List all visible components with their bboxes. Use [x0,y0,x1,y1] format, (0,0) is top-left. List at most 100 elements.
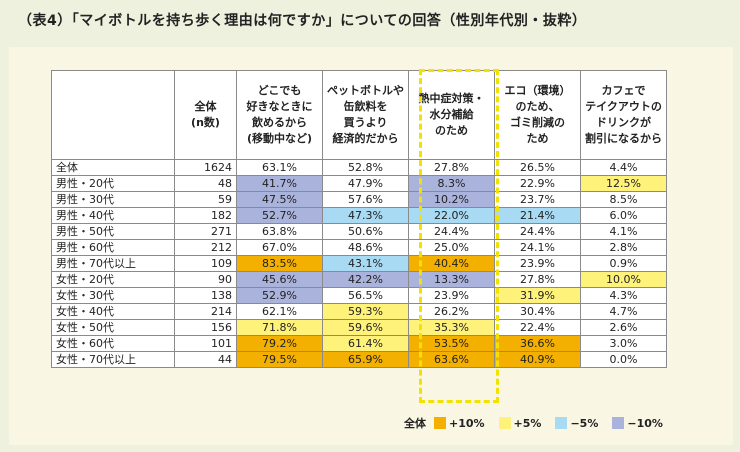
value-cell: 25.0% [408,239,495,256]
value-cell: 24.1% [494,239,581,256]
value-cell: 22.9% [494,175,581,192]
column-header: カフェで テイクアウトの ドリンクが 割引になるから [580,70,667,160]
value-cell: 22.0% [408,207,495,224]
row-n-count: 101 [174,335,237,352]
row-n-count: 59 [174,191,237,208]
row-label: 全体 [51,159,175,176]
table-row: 女性・60代 101 79.2% 61.4% 53.5% 36.6% 3.0% [51,335,667,352]
legend-item: −5% [555,417,598,430]
column-header: 全体 (n数) [174,70,237,160]
row-label: 男性・70代以上 [51,255,175,272]
value-cell: 10.0% [580,271,667,288]
table-row: 全体 1624 63.1% 52.8% 27.8% 26.5% 4.4% [51,159,667,176]
value-cell: 26.5% [494,159,581,176]
value-cell: 42.2% [322,271,409,288]
value-cell: 63.6% [408,351,495,368]
value-cell: 47.5% [236,191,323,208]
value-cell: 24.4% [494,223,581,240]
value-cell: 79.2% [236,335,323,352]
legend: 全体 +10% +5% −5% −10% [404,415,677,431]
value-cell: 52.7% [236,207,323,224]
value-cell: 12.5% [580,175,667,192]
column-header: エコ（環境） のため、 ゴミ削減の ため [494,70,581,160]
legend-text: +10% [449,416,485,430]
row-n-count: 109 [174,255,237,272]
value-cell: 21.4% [494,207,581,224]
row-n-count: 182 [174,207,237,224]
row-n-count: 214 [174,303,237,320]
value-cell: 67.0% [236,239,323,256]
value-cell: 23.9% [494,255,581,272]
value-cell: 41.7% [236,175,323,192]
row-n-count: 212 [174,239,237,256]
table-row: 女性・70代以上 44 79.5% 65.9% 63.6% 40.9% 0.0% [51,351,667,368]
row-n-count: 90 [174,271,237,288]
legend-item: +5% [498,416,542,430]
table-row: 男性・60代 212 67.0% 48.6% 25.0% 24.1% 2.8% [51,239,667,256]
row-label: 男性・60代 [51,239,175,256]
survey-table: 全体 (n数) どこでも 好きなときに 飲めるから (移動中など) ペットボトルや 缶飲料を買… [51,70,667,368]
value-cell: 83.5% [236,255,323,272]
row-n-count: 271 [174,223,237,240]
legend-swatch [434,417,446,429]
row-n-count: 138 [174,287,237,304]
value-cell: 59.6% [322,319,409,336]
value-cell: 50.6% [322,223,409,240]
table-row: 男性・30代 59 47.5% 57.6% 10.2% 23.7% 8.5% [51,191,667,208]
value-cell: 52.8% [322,159,409,176]
row-label: 女性・60代 [51,335,175,352]
value-cell: 26.2% [408,303,495,320]
value-cell: 27.8% [494,271,581,288]
legend-item: +10% [434,417,485,430]
value-cell: 22.4% [494,319,581,336]
value-cell: 2.6% [580,319,667,336]
table-header-row: 全体 (n数) どこでも 好きなときに 飲めるから (移動中など) ペットボトルや 缶飲料を買… [51,70,667,160]
value-cell: 62.1% [236,303,323,320]
value-cell: 8.5% [580,191,667,208]
value-cell: 59.3% [322,303,409,320]
value-cell: 57.6% [322,191,409,208]
table-header-corner [51,70,175,160]
table-row: 女性・20代 90 45.6% 42.2% 13.3% 27.8% 10.0% [51,271,667,288]
value-cell: 4.1% [580,223,667,240]
row-n-count: 44 [174,351,237,368]
value-cell: 56.5% [322,287,409,304]
value-cell: 0.0% [580,351,667,368]
table-row: 女性・30代 138 52.9% 56.5% 23.9% 31.9% 4.3% [51,287,667,304]
legend-text: −10% [627,416,663,430]
value-cell: 52.9% [236,287,323,304]
row-label: 女性・30代 [51,287,175,304]
legend-swatch [555,417,568,429]
row-label: 男性・20代 [51,175,175,192]
value-cell: 36.6% [494,335,581,352]
column-header: ペットボトルや 缶飲料を 買うより 経済的だから [322,70,409,160]
value-cell: 45.6% [236,271,323,288]
row-label: 女性・70代以上 [51,351,175,368]
value-cell: 8.3% [408,175,495,192]
legend-swatch [612,417,625,429]
table-row: 男性・20代 48 41.7% 47.9% 8.3% 22.9% 12.5% [51,175,667,192]
value-cell: 27.8% [408,159,495,176]
value-cell: 31.9% [494,287,581,304]
value-cell: 47.9% [322,175,409,192]
table-row: 男性・70代以上 109 83.5% 43.1% 40.4% 23.9% 0.9% [51,255,667,272]
value-cell: 43.1% [322,255,409,272]
value-cell: 35.3% [408,319,495,336]
column-header: どこでも 好きなときに 飲めるから (移動中など) [236,70,323,160]
table-row: 男性・50代 271 63.8% 50.6% 24.4% 24.4% 4.1% [51,223,667,240]
value-cell: 48.6% [322,239,409,256]
value-cell: 65.9% [322,351,409,368]
row-n-count: 1624 [174,159,237,176]
table-row: 男性・40代 182 52.7% 47.3% 22.0% 21.4% 6.0% [51,207,667,224]
value-cell: 4.4% [580,159,667,176]
row-label: 女性・50代 [51,319,175,336]
legend-text: −5% [570,416,599,430]
value-cell: 71.8% [236,319,323,336]
value-cell: 53.5% [408,335,495,352]
value-cell: 61.4% [322,335,409,352]
legend-item: −10% [612,417,663,430]
value-cell: 63.1% [236,159,323,176]
legend-text: +5% [513,416,542,430]
table-row: 女性・50代 156 71.8% 59.6% 35.3% 22.4% 2.6% [51,319,667,336]
value-cell: 40.4% [408,255,495,272]
